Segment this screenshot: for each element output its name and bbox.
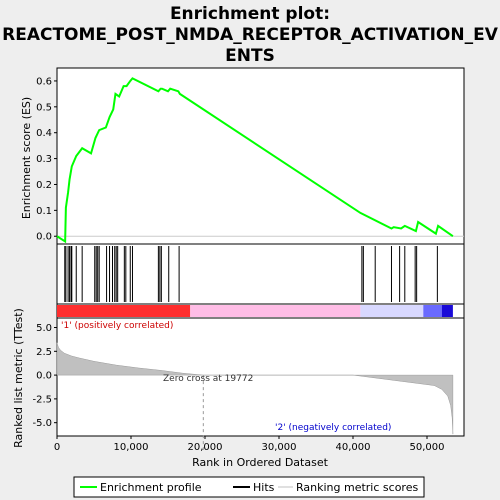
chart-title-line3: ENTS [225, 46, 275, 66]
es-y-tick-label: 0.4 [36, 128, 52, 139]
heatbar-segment [190, 305, 361, 317]
heatbar-segment [360, 305, 424, 317]
x-tick-label: 0 [54, 442, 60, 453]
es-y-label: Enrichment score (ES) [20, 97, 33, 219]
rank-y-ticks: 5.0 2.5 0.0 -2.5 -5.0 [32, 323, 57, 429]
es-y-tick-label: 0.6 [36, 76, 52, 87]
x-tick-label: 10,000 [114, 442, 149, 453]
rank-heatbar [57, 305, 453, 317]
heatbar-segment [441, 305, 453, 317]
rank-y-tick-label: -5.0 [32, 418, 52, 429]
chart-title-line2: REACTOME_POST_NMDA_RECEPTOR_ACTIVATION_E… [2, 25, 499, 45]
heatbar-segment [423, 305, 442, 317]
x-tick-label: 40,000 [336, 442, 371, 453]
es-y-tick-label: 0.2 [36, 180, 52, 191]
rank-y-tick-label: 2.5 [36, 347, 52, 358]
hit-marks [64, 246, 438, 302]
es-y-tick-label: 0.0 [36, 232, 52, 243]
negative-correlation-label: '2' (negatively correlated) [275, 423, 391, 433]
es-y-tick-label: 0.1 [36, 206, 52, 217]
es-y-ticks: 0.0 0.1 0.2 0.3 0.4 0.5 0.6 [36, 76, 57, 243]
rank-y-tick-label: 5.0 [36, 323, 52, 334]
es-y-tick-label: 0.3 [36, 154, 52, 165]
x-tick-label: 20,000 [188, 442, 223, 453]
chart-title-line1: Enrichment plot: [170, 4, 330, 24]
x-ticks: 0 10,000 20,000 30,000 40,000 50,000 [54, 436, 445, 453]
es-curve [56, 77, 454, 244]
rank-y-tick-label: -2.5 [32, 394, 52, 405]
legend-label-enrichment-profile: Enrichment profile [100, 481, 202, 494]
es-panel-frame [56, 67, 465, 245]
es-y-tick-label: 0.5 [36, 102, 52, 113]
rank-y-tick-label: 0.0 [36, 371, 52, 382]
ranking-metric-area [56, 342, 454, 435]
legend-label-hits: Hits [253, 481, 275, 494]
legend-label-ranking-metric: Ranking metric scores [296, 481, 418, 494]
x-tick-label: 50,000 [410, 442, 445, 453]
x-axis-label: Rank in Ordered Dataset [192, 456, 329, 469]
rank-y-label: Ranked list metric (TTest) [12, 308, 25, 448]
zero-cross-label: Zero cross at 19772 [163, 374, 253, 384]
positive-correlation-label: '1' (positively correlated) [61, 321, 173, 331]
x-tick-label: 30,000 [262, 442, 297, 453]
heatbar-segment [57, 305, 191, 317]
